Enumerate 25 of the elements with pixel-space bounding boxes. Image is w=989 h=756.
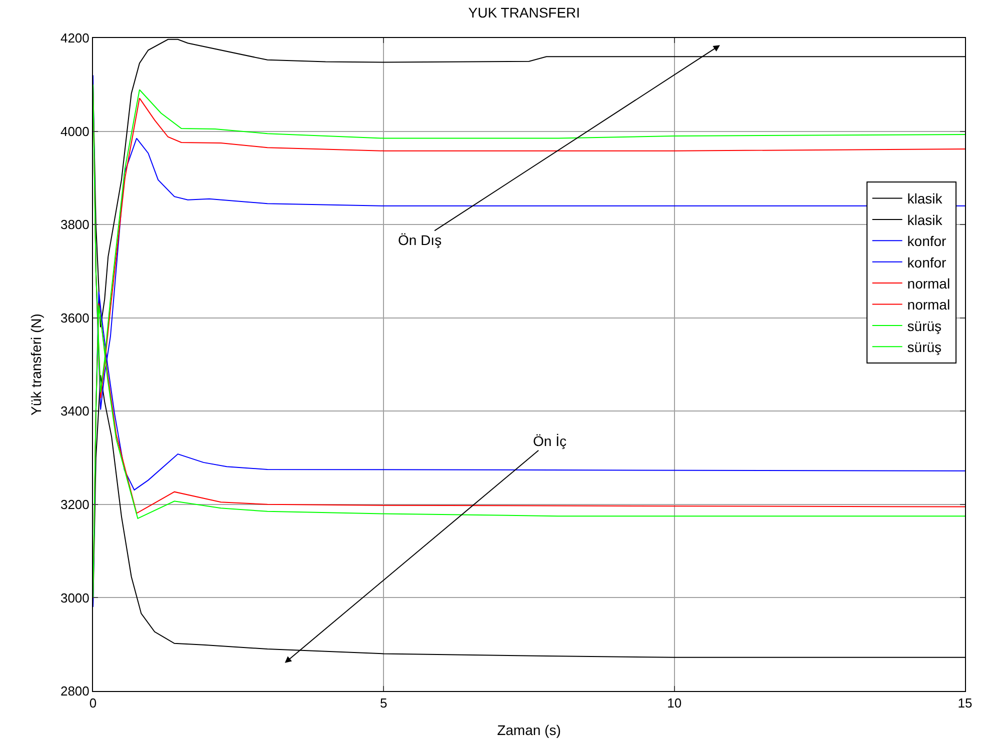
x-tick-label: 5 xyxy=(380,696,388,711)
y-tick-label: 4200 xyxy=(60,30,90,46)
annotation: Ön Dış xyxy=(398,232,442,248)
x-tick-label: 15 xyxy=(958,696,972,711)
y-tick-label: 3000 xyxy=(60,590,90,606)
y-tick-label: 3400 xyxy=(60,404,90,419)
x-tick-label: 10 xyxy=(667,696,682,711)
legend-label: klasik xyxy=(907,212,944,228)
y-tick-label: 4000 xyxy=(60,124,90,139)
legend-label: normal xyxy=(907,276,950,292)
chart-title: YUK TRANSFERI xyxy=(468,4,580,20)
y-tick-label: 3800 xyxy=(60,217,90,232)
legend-label: konfor xyxy=(907,254,947,270)
legend-label: normal xyxy=(907,296,950,313)
x-axis-title: Zaman (s) xyxy=(497,722,561,738)
y-axis-title: Yük transferi (N) xyxy=(28,314,44,416)
annotation: Ön İç xyxy=(533,433,566,449)
legend-label: konfor xyxy=(907,233,947,250)
y-tick-label: 3200 xyxy=(60,496,90,512)
y-tick-label: 2800 xyxy=(60,684,90,699)
legend-label: sürüş xyxy=(907,339,942,356)
legend-label: sürüş xyxy=(907,318,942,334)
legend-label: klasik xyxy=(907,190,944,207)
x-tick-label: 0 xyxy=(89,696,97,711)
y-tick-label: 3600 xyxy=(60,310,90,326)
